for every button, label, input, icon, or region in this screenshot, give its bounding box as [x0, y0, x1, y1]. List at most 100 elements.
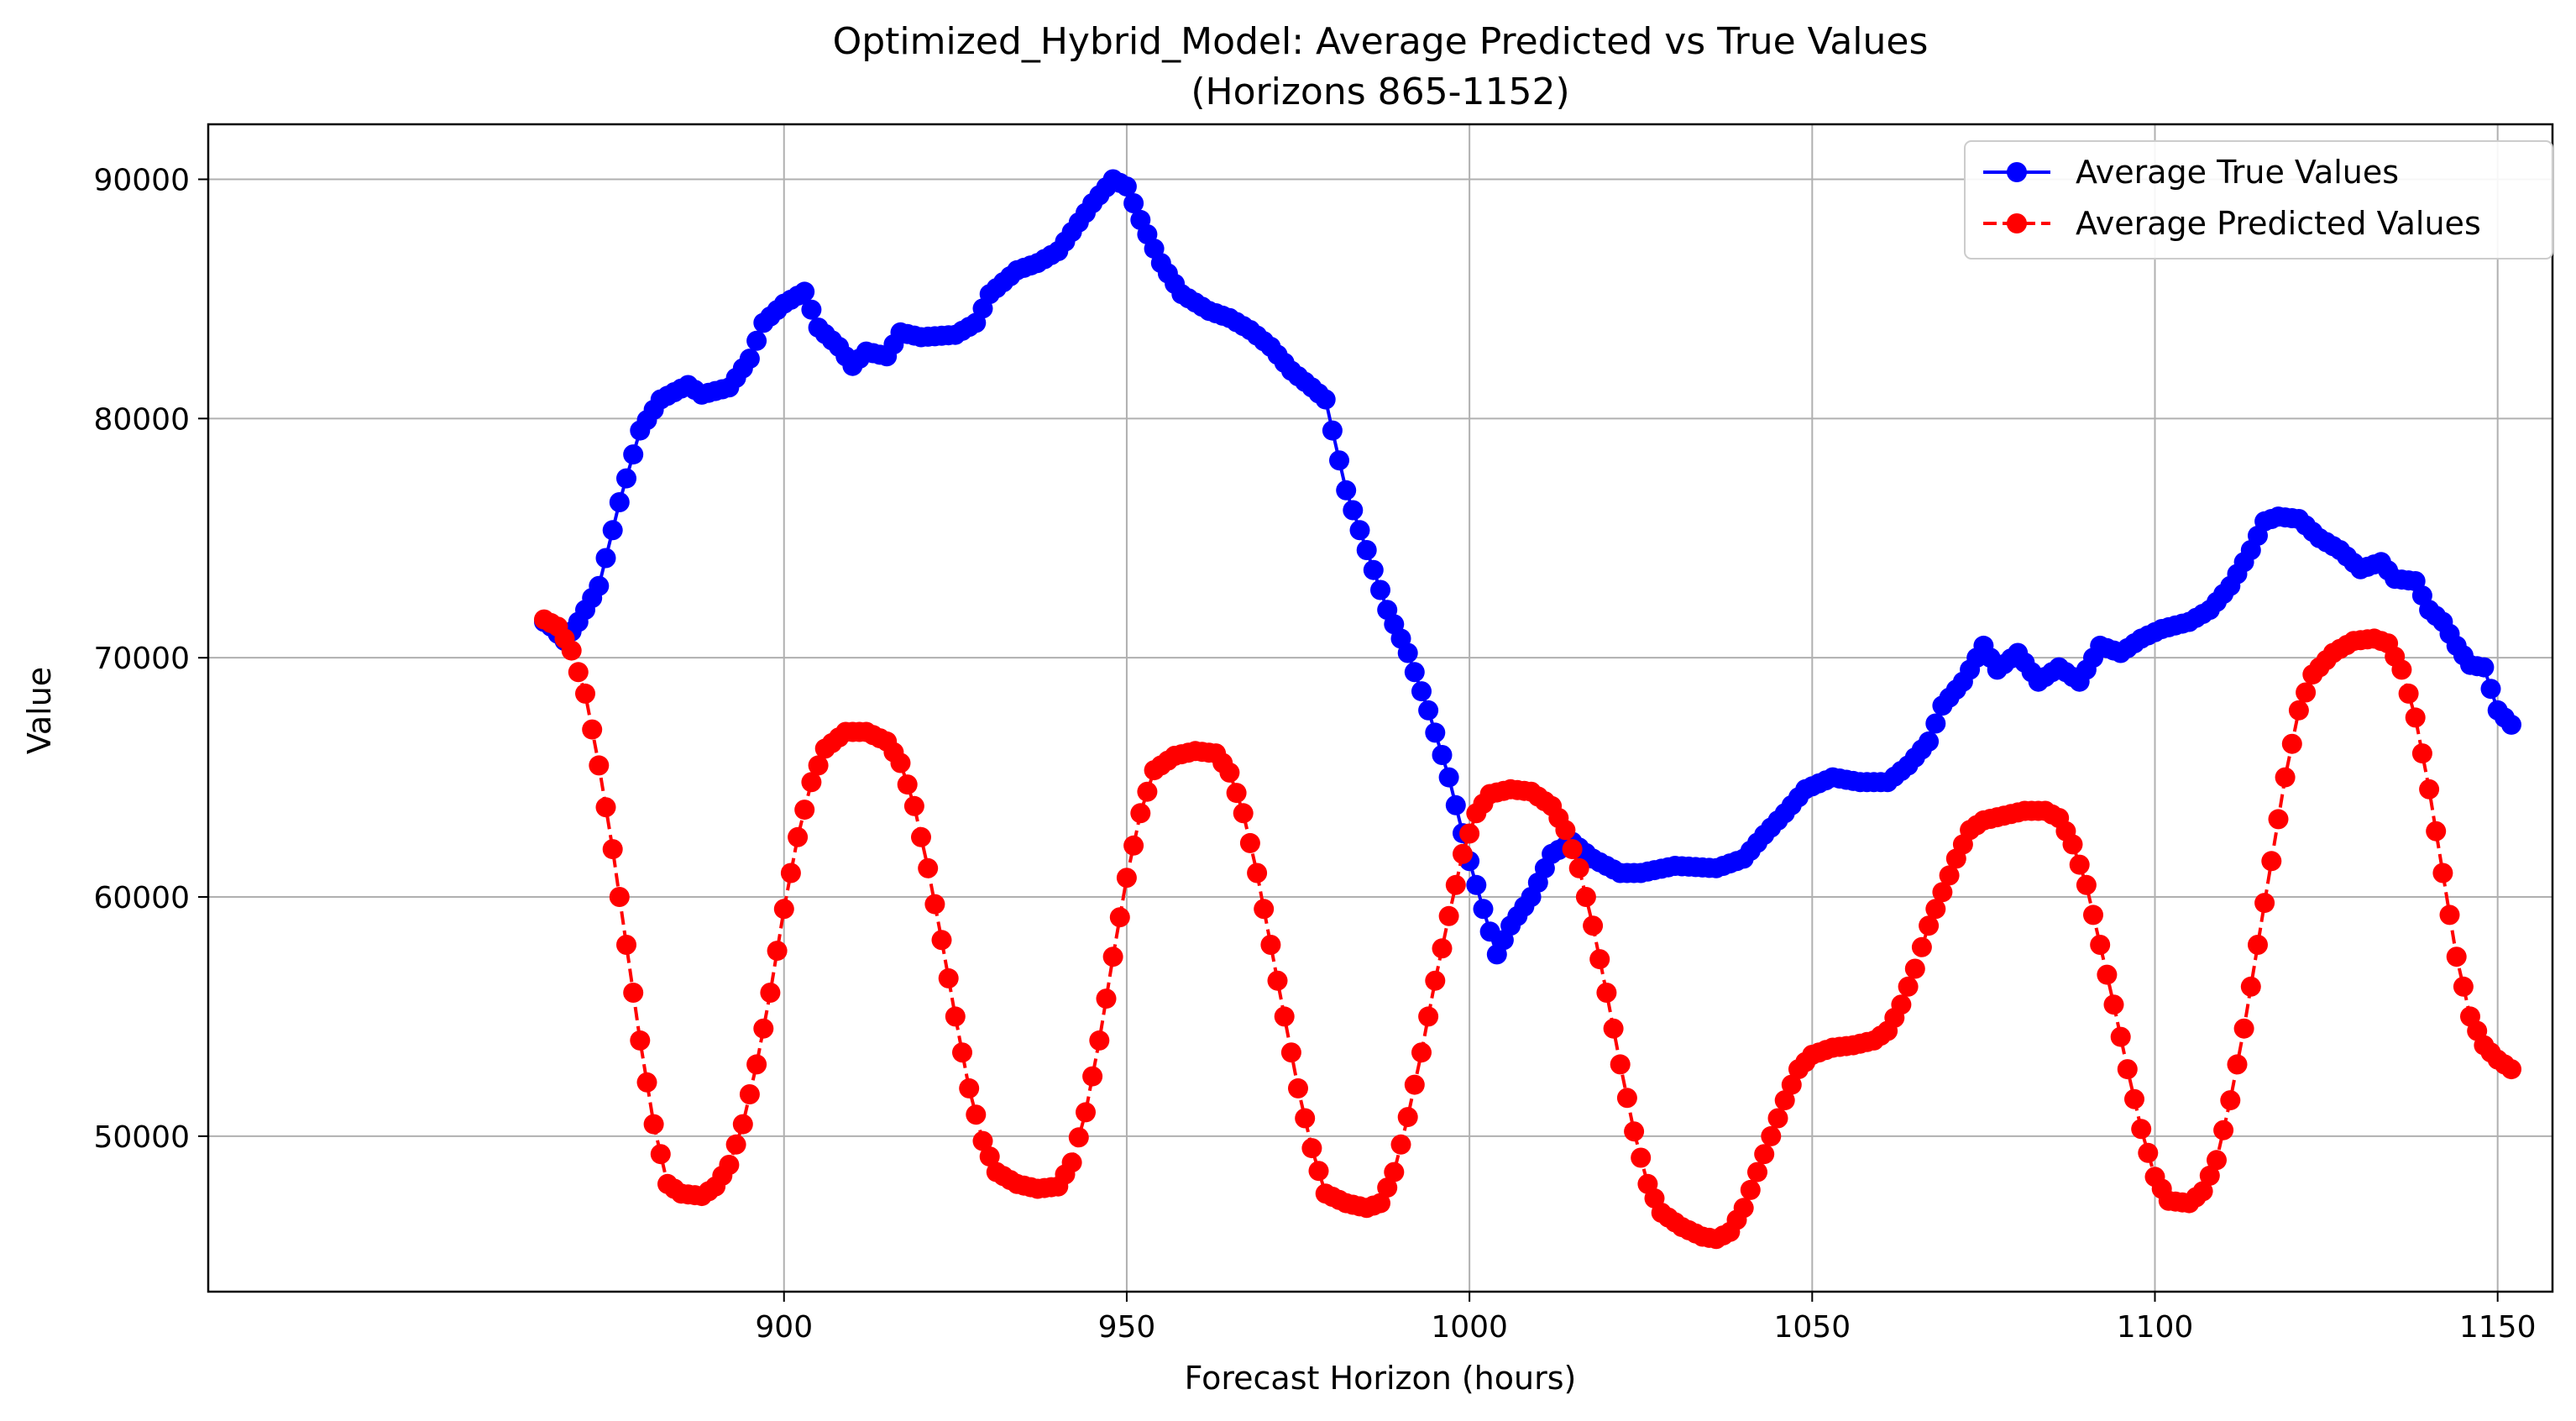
- data-point: [2296, 682, 2317, 703]
- data-point: [1089, 1030, 1110, 1051]
- data-point: [1322, 420, 1343, 441]
- series-predicted-values: [534, 609, 2521, 1250]
- data-point: [1315, 389, 1336, 410]
- y-tick-label: 50000: [93, 1120, 190, 1155]
- data-point: [1288, 1078, 1308, 1099]
- x-tick-label: 1000: [1431, 1310, 1508, 1345]
- data-point: [1336, 480, 1357, 501]
- data-point: [1370, 1193, 1390, 1214]
- data-point: [1384, 1161, 1405, 1182]
- x-tick-label: 1050: [1774, 1310, 1851, 1345]
- data-point: [2233, 1018, 2254, 1039]
- data-point: [1116, 176, 1137, 197]
- data-point: [979, 1146, 1000, 1167]
- data-point: [794, 800, 815, 821]
- data-point: [1438, 767, 1459, 788]
- data-point: [903, 795, 924, 816]
- y-tick-label: 80000: [93, 402, 190, 437]
- data-point: [602, 839, 623, 860]
- legend-true-label: Average True Values: [2076, 154, 2399, 191]
- data-point: [623, 444, 644, 465]
- legend-true-marker: [2007, 162, 2027, 182]
- chart-title: Optimized_Hybrid_Model: Average Predicte…: [833, 20, 1929, 63]
- data-point: [1610, 1054, 1631, 1075]
- data-point: [760, 983, 781, 1003]
- data-point: [1349, 520, 1370, 541]
- data-point: [1432, 745, 1453, 765]
- data-point: [918, 857, 939, 878]
- data-point: [2254, 893, 2275, 914]
- data-point: [2432, 863, 2453, 884]
- data-point: [780, 863, 801, 884]
- data-point: [1280, 1042, 1301, 1063]
- data-point: [1397, 1107, 1418, 1128]
- data-point: [1919, 915, 1940, 936]
- data-point: [1466, 874, 1487, 895]
- data-point: [1343, 500, 1364, 521]
- data-point: [753, 1018, 774, 1039]
- data-point: [2207, 1150, 2227, 1171]
- data-point: [1767, 1108, 1788, 1129]
- data-point: [1774, 1090, 1795, 1111]
- data-point: [1631, 1147, 1652, 1168]
- data-point: [2480, 679, 2501, 700]
- data-point: [767, 941, 788, 962]
- data-point: [2213, 1119, 2234, 1140]
- data-point: [938, 967, 959, 988]
- data-point: [801, 299, 822, 320]
- x-tick-label: 1100: [2117, 1310, 2194, 1345]
- axis-ticks: 900 950 1000 1050 1100 1150 50000 60000 70000 800…: [93, 164, 2536, 1345]
- data-point: [1575, 887, 1596, 907]
- data-point: [1459, 823, 1480, 844]
- data-point: [1239, 832, 1260, 853]
- data-point: [2501, 714, 2521, 735]
- data-point: [897, 774, 918, 795]
- data-point: [1267, 970, 1288, 991]
- data-point: [1473, 899, 1494, 920]
- data-point: [1624, 1121, 1645, 1142]
- data-point: [1555, 820, 1576, 841]
- data-point: [739, 349, 760, 370]
- data-point: [1397, 642, 1418, 663]
- data-point: [1109, 907, 1130, 928]
- data-point: [801, 772, 822, 793]
- data-point: [568, 662, 589, 683]
- data-point: [575, 683, 595, 704]
- data-point: [2281, 733, 2302, 754]
- data-point: [1130, 803, 1151, 824]
- data-point: [582, 719, 603, 740]
- data-point: [561, 640, 582, 661]
- data-point: [1082, 1066, 1103, 1087]
- data-point: [2288, 700, 2309, 721]
- data-point: [2227, 1054, 2248, 1075]
- data-point: [1589, 949, 1610, 970]
- data-point: [911, 826, 931, 847]
- data-point: [1102, 946, 1123, 967]
- data-point: [972, 1130, 993, 1151]
- data-point: [1418, 700, 1439, 721]
- data-point: [1308, 1161, 1329, 1182]
- data-point: [1445, 794, 1466, 815]
- data-point: [2138, 1142, 2159, 1163]
- data-point: [1939, 865, 1960, 886]
- data-point: [1260, 935, 1281, 955]
- data-point: [1068, 1127, 1089, 1148]
- data-point: [616, 935, 636, 955]
- data-point: [746, 1054, 767, 1075]
- data-point: [732, 1114, 753, 1135]
- y-tick-label: 90000: [93, 164, 190, 198]
- data-point: [1247, 863, 1268, 884]
- data-point: [1925, 899, 1946, 920]
- data-point: [1390, 1134, 1411, 1155]
- data-point: [589, 755, 610, 776]
- data-point: [1329, 450, 1349, 471]
- data-point: [1616, 1088, 1637, 1109]
- legend-box: [1964, 140, 2553, 260]
- data-point: [2248, 935, 2268, 955]
- data-point: [794, 281, 815, 302]
- data-point: [1233, 803, 1254, 824]
- x-tick-label: 1150: [2459, 1310, 2537, 1345]
- data-point: [2131, 1119, 2152, 1140]
- data-point: [609, 492, 630, 512]
- data-point: [643, 1114, 664, 1135]
